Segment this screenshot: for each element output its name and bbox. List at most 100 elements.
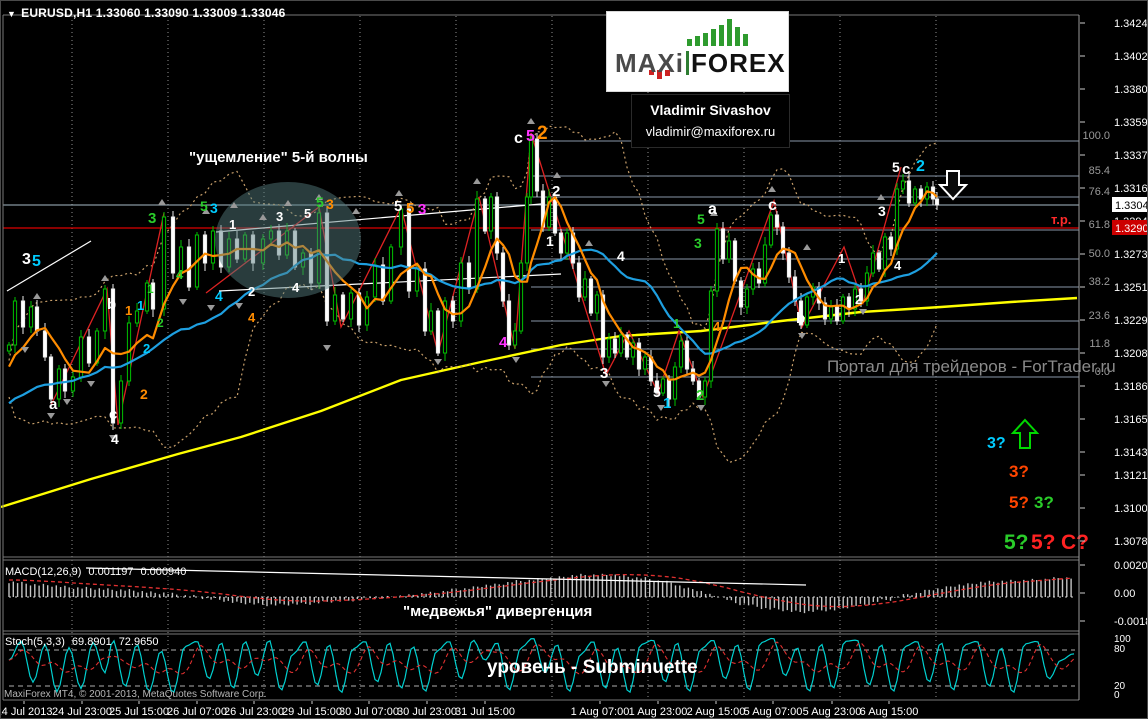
- fib-level-label: 61.8: [1089, 219, 1110, 231]
- price-tick-label: 1.33375: [1114, 150, 1148, 162]
- macd-divergence-trendline[interactable]: [85, 567, 807, 586]
- stoch-axis-label: 20: [1114, 681, 1126, 692]
- wave-label: 3: [418, 201, 426, 218]
- mid-ma-line: [8, 248, 938, 405]
- macd-axis-label: -0.001867: [1114, 616, 1148, 628]
- trader-email: vladimir@maxiforex.ru: [645, 124, 776, 139]
- price-tick-label: 1.32080: [1114, 348, 1148, 360]
- scenario-question-label: 3?: [987, 435, 1006, 452]
- macd-value-signal: 0.000940: [140, 566, 187, 578]
- fractal-up-icon: [158, 199, 166, 205]
- fractal-up-icon: [395, 190, 403, 196]
- wave-label: a: [49, 396, 58, 413]
- wave-label: 3: [326, 196, 334, 212]
- stoch-axis-label: 80: [1114, 644, 1126, 655]
- macd-indicator-label: MACD(12,26,9) 0.001197 0.000940: [5, 566, 193, 578]
- wave-label: 3: [694, 235, 702, 251]
- fib-level-label: 11.8: [1089, 338, 1110, 350]
- copyright-text: MaxiForex MT4, © 2001-2013, MetaQuotes S…: [4, 689, 267, 700]
- fractal-down-icon: [207, 305, 215, 311]
- stoch-value-d: 72.9650: [118, 636, 159, 648]
- wave-label: 4: [176, 267, 184, 282]
- wave-label: c: [109, 406, 117, 423]
- fractal-up-icon: [101, 275, 109, 281]
- fractal-up-icon: [803, 244, 811, 250]
- wave-label: 1: [137, 298, 144, 313]
- fractal-up-icon: [877, 194, 885, 200]
- wave-label: 4: [713, 319, 721, 334]
- time-tick-label: 25 Jul 15:00: [109, 706, 169, 718]
- fib-level-label: 50.0: [1089, 248, 1110, 260]
- price-tick-label: 1.32510: [1114, 282, 1148, 294]
- logo-candlebars-icon: [649, 19, 748, 79]
- fib-level-label: 38.2: [1089, 276, 1110, 288]
- alert-price-badge: [1112, 220, 1147, 235]
- alert-level-label: т.р.: [1051, 212, 1072, 227]
- fast-ma-line: [8, 190, 938, 381]
- wave-label: 1: [229, 217, 236, 232]
- trader-infobox: Vladimir Sivashov vladimir@maxiforex.ru: [631, 94, 790, 148]
- price-tick-label: 1.33805: [1114, 84, 1148, 96]
- wave-label: 5: [316, 194, 324, 210]
- time-tick-label: 29 Jul 15:00: [282, 706, 342, 718]
- wave-label: 1: [147, 282, 154, 296]
- wave-label: 4: [248, 310, 256, 325]
- fractal-down-icon: [47, 413, 55, 419]
- wave-label: 4: [292, 280, 300, 295]
- trendline[interactable]: [6, 240, 92, 292]
- fractal-up-icon: [710, 210, 718, 216]
- fib-level-label: 0.0: [1095, 366, 1110, 378]
- price-tick-label: 1.34240: [1114, 18, 1148, 30]
- time-tick-label: 30 Jul 07:00: [339, 706, 399, 718]
- fractal-down-icon: [798, 333, 806, 339]
- up-arrow-icon[interactable]: [1010, 418, 1040, 449]
- scenario-question-label: 3?: [1034, 493, 1054, 512]
- fractal-up-icon: [284, 200, 292, 206]
- wave-label: 2: [696, 387, 704, 404]
- macd-name: MACD(12,26,9): [5, 566, 82, 578]
- fractal-up-icon: [230, 202, 238, 208]
- time-tick-label: 2 Aug 15:00: [687, 706, 746, 718]
- stoch-d-line: [8, 641, 1075, 675]
- down-arrow-icon[interactable]: [937, 170, 969, 201]
- wave-label: 1: [838, 251, 845, 266]
- wave-label: 5: [304, 206, 311, 221]
- scenario-question-label: 5?: [1009, 493, 1029, 512]
- price-tick-label: 1.31865: [1114, 381, 1148, 393]
- wave-label: 2: [537, 123, 548, 144]
- symbol-dropdown-icon[interactable]: ▼: [7, 9, 17, 19]
- watermark-fortrader: Портал для трейдеров - ForTrader.ru: [827, 357, 1116, 376]
- price-tick-label: 1.31650: [1114, 414, 1148, 426]
- wave-label: c: [768, 197, 777, 214]
- price-tick-label: 1.34020: [1114, 51, 1148, 63]
- wave-label: 2: [552, 183, 560, 200]
- wave-label: 2: [855, 292, 862, 307]
- wave-label: b: [796, 310, 805, 327]
- price-tick-label: 1.31000: [1114, 503, 1148, 515]
- fractal-up-icon: [33, 293, 41, 299]
- fractal-up-icon: [473, 178, 481, 184]
- wave-label: 5: [394, 198, 402, 215]
- fractal-down-icon: [179, 299, 187, 305]
- current-price-value: 1.33046: [1115, 200, 1148, 212]
- price-tick-label: 1.31435: [1114, 447, 1148, 459]
- time-tick-label: 5 Aug 23:00: [803, 706, 862, 718]
- wave-label: 4: [617, 248, 625, 264]
- slow-ma-line: [1, 296, 1078, 509]
- scenario-question-label: 5?: [1031, 531, 1056, 554]
- wave-label: 1: [546, 233, 554, 249]
- wave-label: 2: [140, 386, 148, 402]
- symbol-ohlc-text: EURUSD,H1 1.33060 1.33090 1.33009 1.3304…: [21, 6, 286, 20]
- fib-level-label: 100.0: [1082, 130, 1110, 142]
- wave-label: 5: [697, 211, 705, 227]
- wave-label: 2: [916, 158, 925, 175]
- wave-label: 5: [406, 200, 414, 217]
- stoch-value-k: 69.8901: [71, 636, 112, 648]
- wave-label: 5: [526, 128, 535, 145]
- scenario-question-label: 5?: [1004, 531, 1029, 554]
- fractal-up-icon: [585, 240, 593, 246]
- price-tick-label: 1.32295: [1114, 315, 1148, 327]
- time-tick-label: 26 Jul 07:00: [167, 706, 227, 718]
